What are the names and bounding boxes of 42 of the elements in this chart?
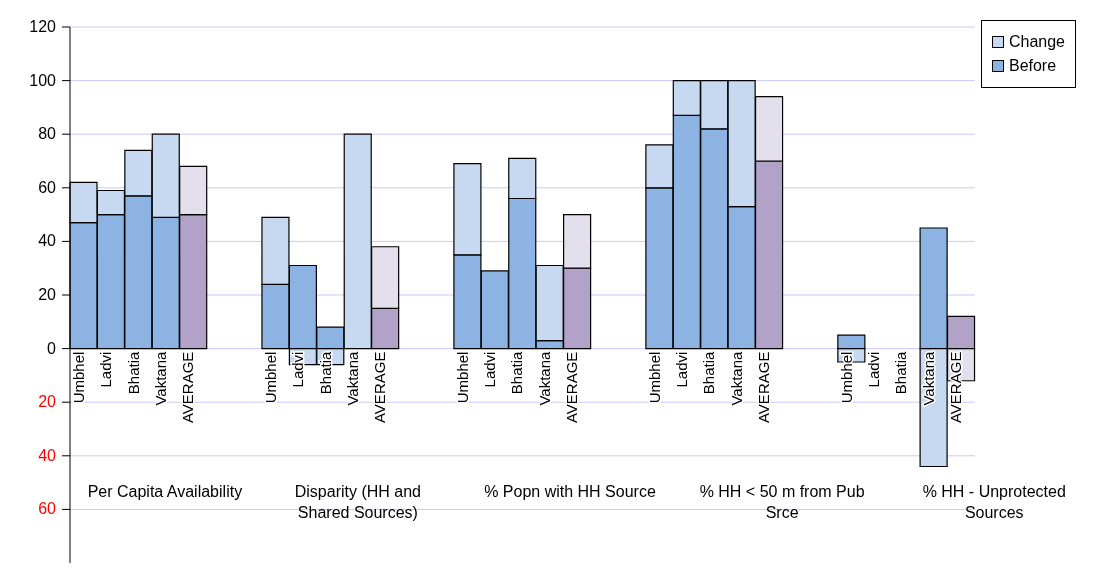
x-tick-label: AVERAGE [755, 351, 773, 424]
y-tick-label: 100 [29, 71, 57, 89]
annotation: Disparity (HH and Shared Sources) [293, 481, 422, 523]
annotation: Per Capita Availability [86, 481, 244, 502]
x-tick-label: Umbhel [69, 351, 87, 404]
legend-label: Before [1008, 57, 1057, 75]
y-tick-label: 120 [29, 18, 57, 35]
x-tick-label: Vaktana [151, 350, 169, 406]
y-tick-label: 40 [38, 232, 57, 250]
y-tick-label: 40 [38, 446, 57, 464]
x-tick-label: Vaktana [343, 350, 361, 406]
y-tick-label: 60 [38, 500, 57, 518]
x-tick-label: Bhatia [508, 350, 526, 395]
x-tick-label: Bhatia [700, 350, 718, 395]
x-tick-label: Ladvi [673, 351, 691, 388]
annotation: % HH - Unprotected Sources [921, 481, 1067, 523]
x-tick-label: Ladvi [481, 351, 499, 388]
x-tick-label: AVERAGE [179, 351, 197, 424]
x-tick-label: Vaktana [919, 350, 937, 406]
x-tick-label: Umbhel [453, 351, 471, 404]
x-tick-label: Vaktana [727, 350, 745, 406]
x-tick-label: AVERAGE [947, 351, 965, 424]
x-tick-label: Bhatia [316, 350, 334, 395]
x-tick-label: Ladvi [864, 351, 882, 388]
y-tick-label: 60 [38, 178, 57, 196]
x-tick-label: Ladvi [289, 351, 307, 388]
annotation: % HH < 50 m from Pub Srce [698, 481, 866, 523]
legend-label: Change [1008, 33, 1065, 51]
y-tick-label: 80 [38, 125, 57, 143]
x-tick-label: AVERAGE [371, 351, 389, 424]
x-tick-label: Vaktana [535, 350, 553, 406]
x-tick-label: AVERAGE [563, 351, 581, 424]
x-tick-label: Umbhel [837, 351, 855, 404]
x-tick-label: Bhatia [124, 350, 142, 395]
y-tick-label: 20 [38, 393, 57, 411]
x-tick-label: Umbhel [645, 351, 663, 404]
x-tick-label: Ladvi [97, 351, 115, 388]
y-tick-label: 20 [38, 286, 57, 303]
y-tick-label: 0 [47, 339, 57, 357]
x-tick-label: Umbhel [261, 351, 279, 404]
x-tick-label: Bhatia [892, 350, 910, 395]
annotation: % Popn with HH Source [483, 481, 657, 502]
